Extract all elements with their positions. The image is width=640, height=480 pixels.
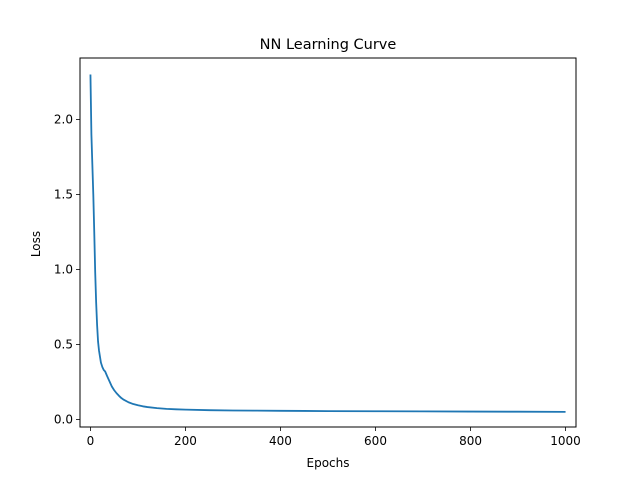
x-axis-label: Epochs [307,456,350,470]
plot-frame [79,57,577,428]
y-tick-label-3: 1.5 [54,188,73,202]
y-tick-label-4: 2.0 [54,113,73,127]
series-layer [89,74,566,413]
y-tick-label-0: 0.0 [54,413,73,427]
y-axis-label: Loss [29,231,43,257]
series-line-0 [89,74,566,413]
x-tick-label-4: 800 [459,434,482,448]
y-axis-ticks: 0.0 0.5 1.0 1.5 2.0 [54,113,80,427]
x-axis-ticks: 0 200 400 600 800 1000 [87,427,581,448]
x-tick-label-3: 600 [364,434,387,448]
plot-area [80,58,576,427]
x-tick-label-2: 400 [269,434,292,448]
y-tick-label-2: 1.0 [54,263,73,277]
x-tick-label-0: 0 [87,434,95,448]
chart-title: NN Learning Curve [260,37,397,53]
x-tick-label-5: 1000 [550,434,581,448]
x-tick-label-1: 200 [174,434,197,448]
y-tick-label-1: 0.5 [54,338,73,352]
